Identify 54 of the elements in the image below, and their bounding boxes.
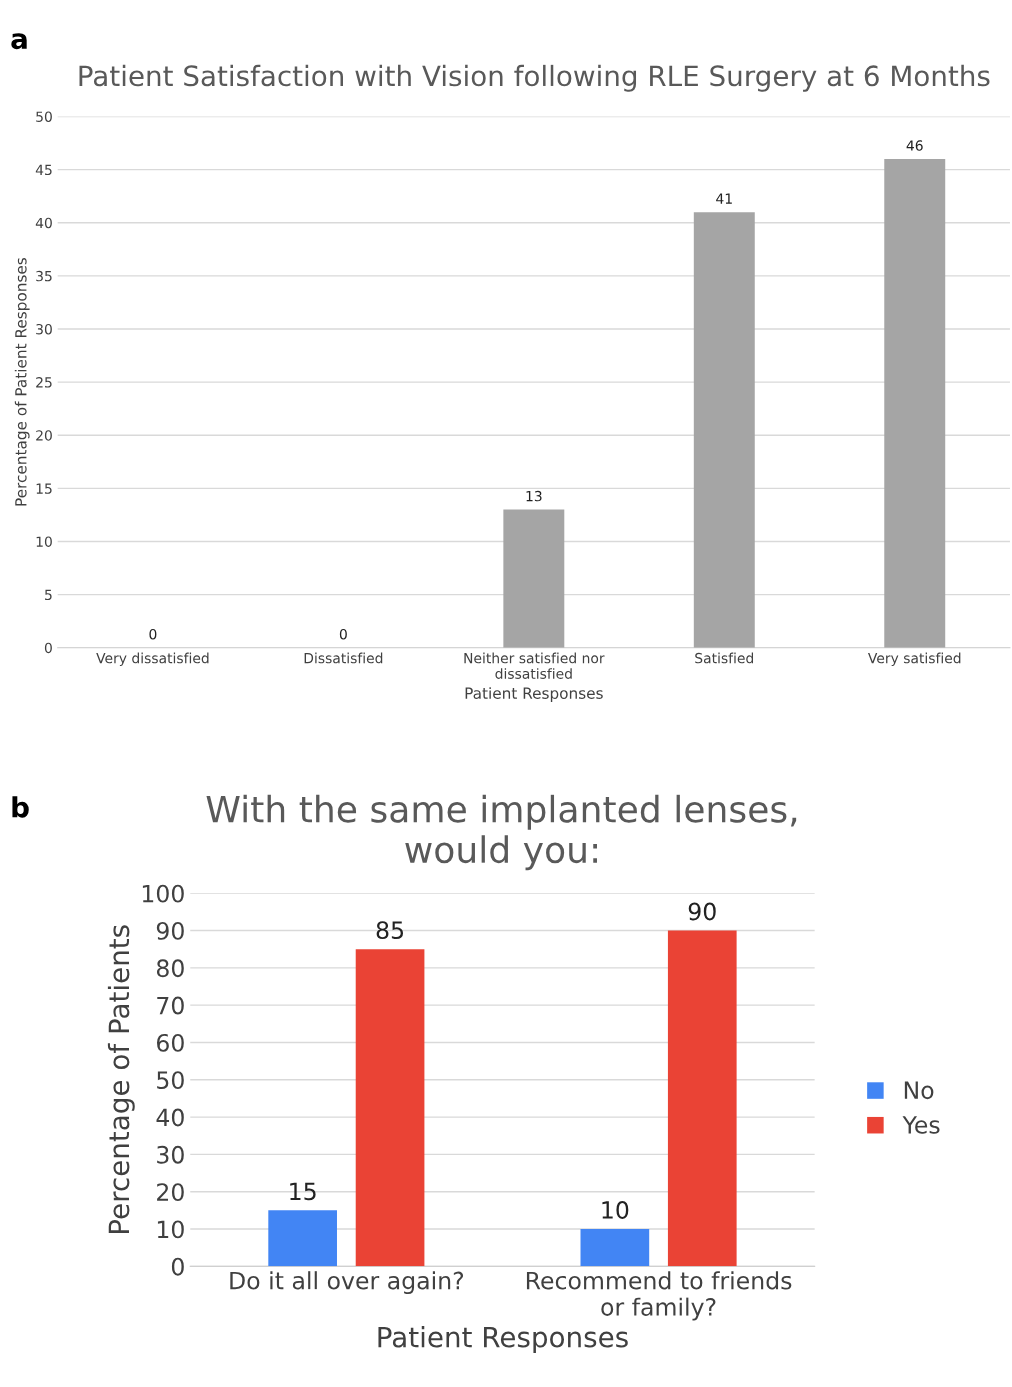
y-tick-label: 0 [44, 642, 52, 654]
y-tick-label: 40 [35, 217, 52, 229]
text: a [11, 33, 27, 50]
y-tick-label: 15 [36, 483, 52, 494]
x-tick-label: Very dissatisfied [96, 652, 209, 667]
y-tick-label: 80 [156, 959, 184, 978]
bar [693, 212, 755, 648]
legend-label: No [904, 1081, 934, 1100]
bar [503, 509, 565, 648]
data-label: 15 [290, 1182, 316, 1201]
x-tick-label: Neither satisfied nor dissatisfied [464, 652, 605, 679]
x-axis-title: Patient Responses [378, 1326, 628, 1353]
bar [884, 159, 946, 648]
y-tick-label: 60 [157, 1033, 184, 1052]
y-tick-label: 20 [36, 430, 52, 441]
y-tick-label: 25 [36, 377, 52, 388]
y-tick-label: 20 [157, 1183, 184, 1202]
text: b [12, 796, 29, 818]
y-tick-label: 50 [36, 111, 52, 122]
y-tick-label: 10 [36, 536, 52, 547]
data-label: 10 [602, 1201, 629, 1219]
data-label: 0 [339, 628, 347, 640]
y-tick-label: 40 [156, 1108, 184, 1127]
y-tick-label: 30 [36, 323, 52, 335]
x-tick-label: Do it all over again? [230, 1271, 464, 1295]
x-tick-label: Very satisfied [868, 652, 961, 667]
y-axis-title: Percentage of Patient Responses [14, 257, 30, 506]
bar [580, 1229, 650, 1267]
chart-title: With the same implanted lenses, would you: [206, 794, 797, 871]
y-tick-label: 100 [142, 884, 184, 903]
data-label: 41 [716, 193, 732, 204]
x-axis-title: Patient Responses [465, 687, 603, 702]
bar [268, 1210, 337, 1267]
bar [355, 949, 425, 1267]
x-tick-label: Satisfied [695, 652, 754, 664]
y-tick-label: 70 [157, 996, 184, 1015]
y-tick-label: 10 [157, 1220, 184, 1239]
y-tick-label: 0 [171, 1257, 184, 1276]
data-label: 85 [376, 921, 404, 940]
legend-label: Yes [902, 1116, 940, 1134]
data-label: 90 [688, 902, 716, 921]
data-label: 13 [526, 490, 542, 502]
y-tick-label: 50 [157, 1071, 184, 1090]
y-tick-label: 5 [45, 589, 52, 601]
bar [667, 930, 737, 1267]
y-tick-label: 45 [35, 164, 52, 176]
y-axis-title: Percentage of Patients [107, 925, 135, 1233]
y-tick-label: 90 [156, 921, 184, 940]
x-tick-label: Dissatisfied [304, 652, 383, 664]
chart-title: Patient Satisfaction with Vision following RLE Surgery at 6 Months [79, 64, 990, 92]
y-tick-label: 35 [36, 270, 52, 282]
x-tick-label: Recommend to friends or family? [526, 1271, 792, 1321]
y-tick-label: 30 [157, 1145, 184, 1164]
data-label: 46 [906, 140, 923, 151]
